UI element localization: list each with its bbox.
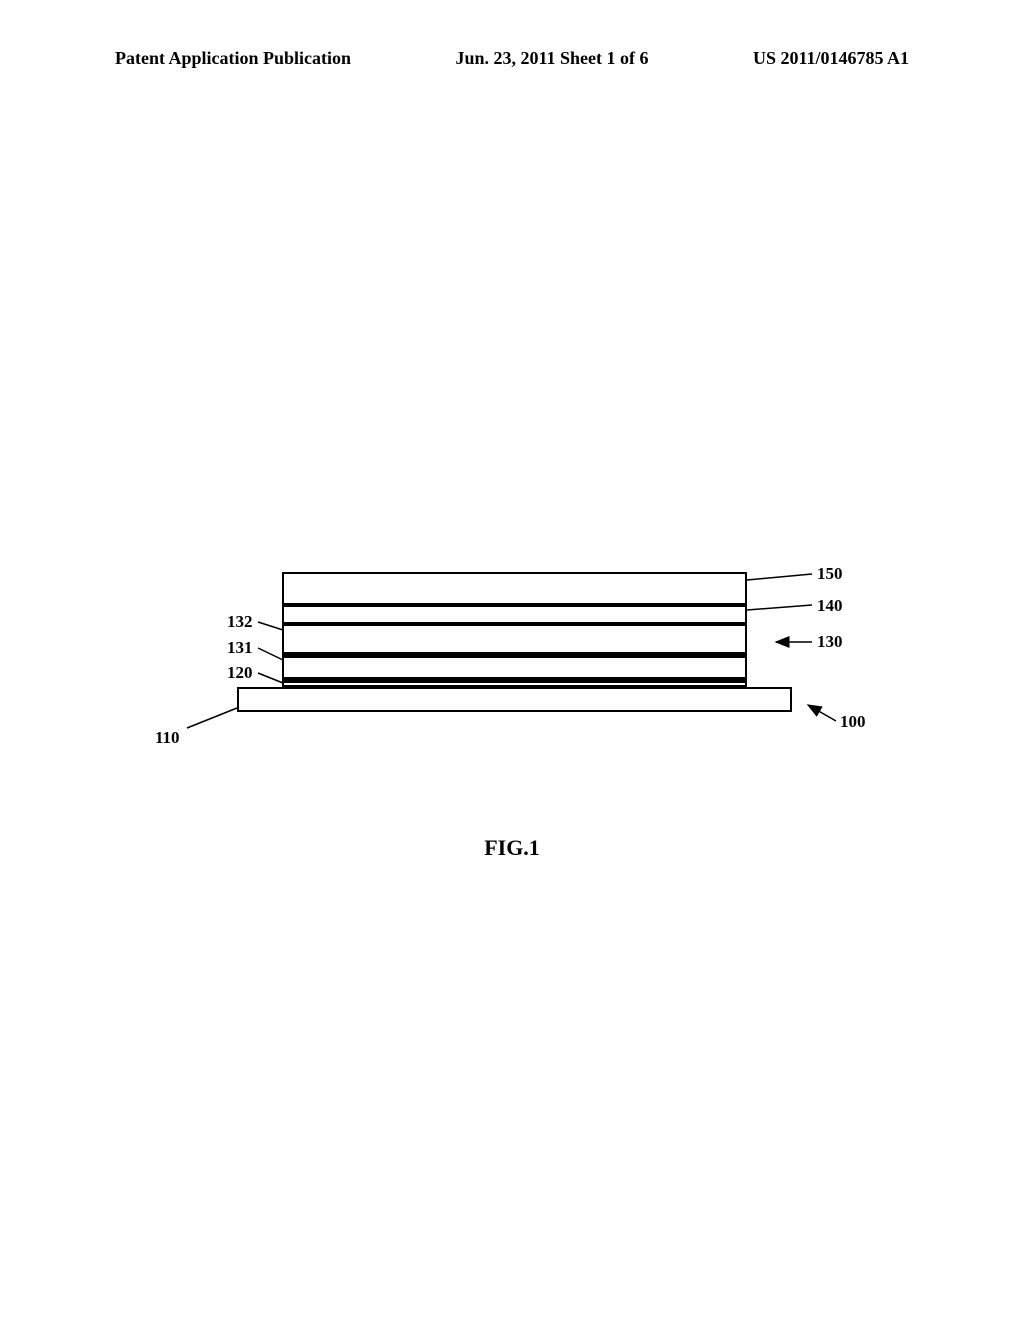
layer-131	[282, 654, 747, 679]
layer-110	[237, 687, 792, 712]
layer-label-131: 131	[227, 638, 253, 658]
layer-140	[282, 605, 747, 624]
leader-line	[187, 708, 237, 728]
header-center-text: Jun. 23, 2011 Sheet 1 of 6	[455, 48, 648, 69]
layer-label-110: 110	[155, 728, 180, 748]
layer-diagram: 132 131 120 110 150 140 130 100	[152, 560, 872, 760]
layer-label-100: 100	[840, 712, 866, 732]
leader-line	[258, 673, 283, 683]
leader-line	[747, 574, 812, 580]
leader-line	[808, 705, 836, 721]
header-right-text: US 2011/0146785 A1	[753, 48, 909, 69]
header-left-text: Patent Application Publication	[115, 48, 351, 69]
leader-line	[747, 605, 812, 610]
layer-120	[282, 679, 747, 687]
layer-label-120: 120	[227, 663, 253, 683]
figure-container: 132 131 120 110 150 140 130 100	[152, 560, 872, 760]
figure-caption: FIG.1	[484, 835, 540, 861]
layer-label-150: 150	[817, 564, 843, 584]
leader-line	[258, 648, 283, 660]
layer-label-130: 130	[817, 632, 843, 652]
layer-label-140: 140	[817, 596, 843, 616]
layer-label-132: 132	[227, 612, 253, 632]
leader-line	[258, 622, 283, 630]
page-header: Patent Application Publication Jun. 23, …	[0, 48, 1024, 69]
layer-150	[282, 572, 747, 605]
layer-132	[282, 624, 747, 654]
